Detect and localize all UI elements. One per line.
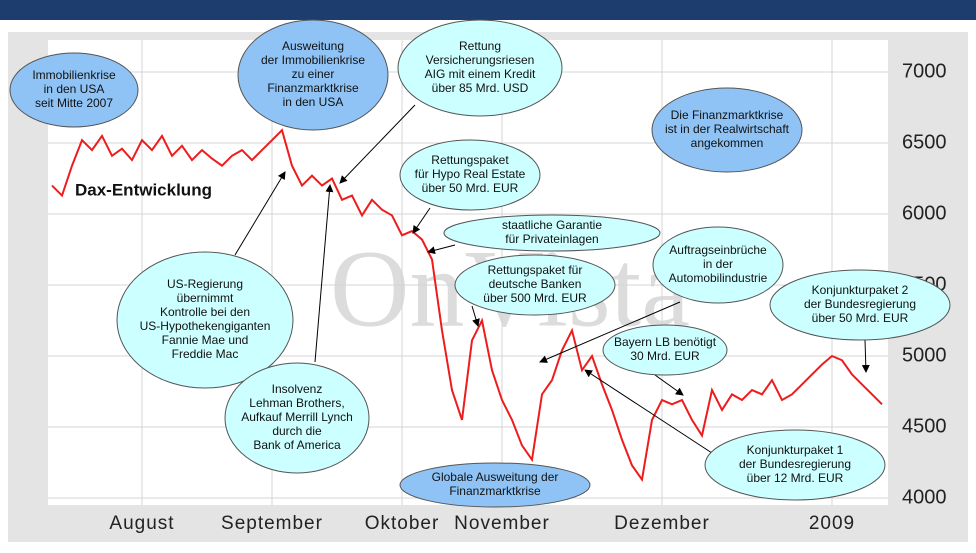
annotation-text: Bank of America — [253, 438, 341, 452]
arrow — [234, 171, 286, 256]
annotation-text: AIG mit einem Kredit — [425, 67, 536, 81]
annotation-text: Konjunkturpaket 2 — [812, 283, 909, 297]
y-tick-label: 7000 — [902, 60, 947, 82]
annotation-text: Insolvenz — [272, 382, 323, 396]
annotation-text: Automobilindustrie — [669, 271, 768, 285]
annotation-text: übernimmt — [177, 291, 234, 305]
x-tick-label: August — [109, 513, 174, 534]
annotation-text: in den USA — [283, 95, 344, 109]
annotation-text: über 50 Mrd. EUR — [422, 181, 519, 195]
annotation-text: für Hypo Real Estate — [415, 167, 526, 181]
annotation-text: der Immobilienkrise — [261, 53, 365, 67]
annotation-text: der Bundesregierung — [739, 457, 851, 471]
annotation-text: Auftragseinbrüche — [669, 243, 767, 257]
x-tick-label: Oktober — [365, 513, 440, 534]
annotation-text: Rettungspaket — [431, 153, 509, 167]
annotation-bubble — [443, 214, 661, 252]
annotation-text: durch die — [272, 424, 322, 438]
arrow — [471, 305, 480, 327]
annotation-bubble — [399, 139, 541, 211]
annotation-text: Rettungspaket für — [488, 263, 583, 277]
y-tick-label: 6000 — [902, 202, 947, 224]
arrow — [861, 339, 870, 373]
annotation-text: US-Regierung — [167, 277, 243, 291]
annotation-text: in der — [703, 257, 733, 271]
arrow — [339, 104, 416, 184]
annotation-text: Versicherungsriesen — [426, 53, 535, 67]
y-tick-label: 4500 — [902, 415, 947, 437]
annotation-text: zu einer — [292, 67, 335, 81]
annotation-text: über 85 Mrd. USD — [432, 81, 529, 95]
annotation-bubble — [769, 269, 951, 341]
annotation-text: Aufkauf Merrill Lynch — [241, 410, 353, 424]
annotation-text: über 500 Mrd. EUR — [483, 291, 587, 305]
annotation-text: Ausweitung — [282, 39, 344, 53]
annotation-text: staatliche Garantie — [502, 218, 602, 232]
annotation-text: seit Mitte 2007 — [35, 96, 113, 110]
annotation-bubble — [454, 254, 616, 316]
annotation-text: Fannie Mae und — [162, 333, 249, 347]
arrow — [314, 184, 334, 363]
annotation-text: Bayern LB benötigt — [614, 335, 717, 349]
annotation-text: in den USA — [44, 82, 105, 96]
series-label: Dax-Entwicklung — [75, 180, 212, 199]
annotation-text: für Privateinlagen — [505, 232, 598, 246]
annotation-bubble — [651, 87, 803, 173]
top-band — [0, 0, 976, 20]
annotation-text: Globale Ausweitung der — [432, 470, 559, 484]
annotation-text: Lehman Brothers, — [249, 396, 344, 410]
annotation-text: Die Finanzmarktkrise — [671, 108, 784, 122]
annotation-text: Kontrolle bei den — [160, 305, 250, 319]
annotation-bubble — [224, 362, 370, 474]
arrow — [539, 301, 681, 363]
annotation-text: ist in der Realwirtschaft — [665, 122, 790, 136]
y-tick-label: 5000 — [902, 344, 947, 366]
annotation-text: 30 Mrd. EUR — [630, 349, 700, 363]
x-tick-label: 2009 — [809, 513, 855, 534]
annotation-bubble — [116, 251, 294, 389]
annotation-text: Immobilienkrise — [32, 68, 116, 82]
arrow — [654, 374, 684, 396]
annotation-text: deutsche Banken — [489, 277, 582, 291]
annotation-text: angekommen — [691, 136, 764, 150]
annotation-bubble — [704, 429, 886, 501]
annotation-text: Rettung — [459, 39, 501, 53]
annotation-bubble — [652, 226, 784, 304]
annotation-text: US-Hypothekengiganten — [140, 319, 271, 333]
arrow — [584, 369, 716, 456]
annotation-text: über 12 Mrd. EUR — [747, 471, 844, 485]
x-tick-label: November — [454, 513, 550, 534]
annotation-text: Finanzmarktkrise — [267, 81, 359, 95]
annotation-bubble — [399, 462, 591, 508]
y-tick-label: 4000 — [902, 486, 947, 508]
annotation-text: über 50 Mrd. EUR — [812, 311, 909, 325]
arrow — [427, 244, 456, 255]
annotation-text: Freddie Mac — [172, 347, 239, 361]
x-tick-label: September — [221, 513, 323, 534]
annotation-text: der Bundesregierung — [804, 297, 916, 311]
data-line — [51, 128, 883, 483]
annotation-bubble — [9, 52, 139, 128]
y-tick-label: 6500 — [902, 131, 947, 153]
annotation-text: Finanzmarktkrise — [449, 484, 541, 498]
x-tick-label: Dezember — [614, 513, 710, 534]
annotation-text: Konjunkturpaket 1 — [747, 443, 844, 457]
arrow — [412, 207, 431, 234]
annotation-bubble — [397, 19, 563, 117]
annotation-bubble — [237, 19, 389, 131]
annotation-bubble — [602, 324, 728, 376]
